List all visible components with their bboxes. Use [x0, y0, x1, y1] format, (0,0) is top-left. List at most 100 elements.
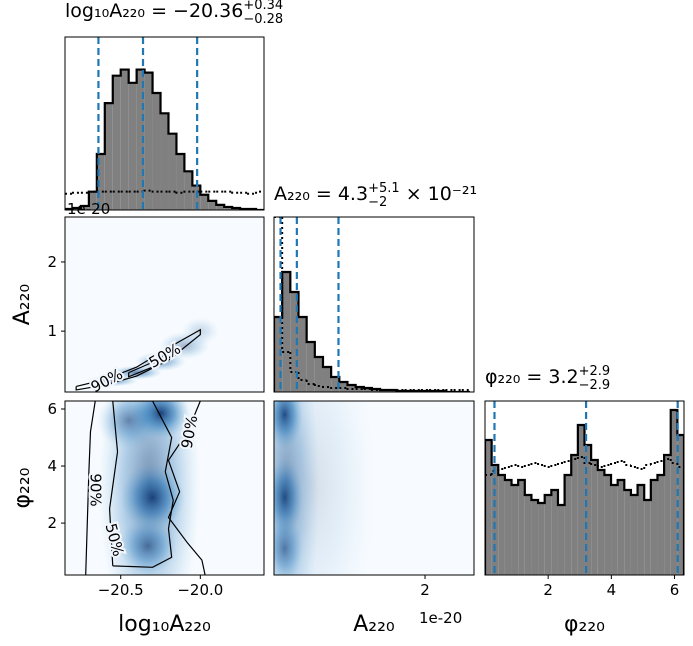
prior-step: [656, 460, 665, 463]
contour-line: [108, 401, 174, 568]
hist-bar: [88, 191, 97, 210]
prior-step: [576, 456, 585, 459]
title-sup: +5.1: [368, 181, 400, 196]
contour-label: 90%: [87, 473, 105, 506]
hist-bar: [597, 470, 605, 575]
offset-text: 1e-20: [419, 609, 462, 627]
prior-step: [623, 461, 631, 466]
hist-bar: [518, 480, 525, 575]
prior-step: [563, 460, 572, 463]
prior-step: [570, 458, 578, 461]
hist-bar: [136, 69, 145, 210]
title-main: φ₂₂₀ = 3.2: [485, 366, 579, 388]
y-tick-label: 4: [47, 457, 57, 475]
hist-bar: [557, 505, 565, 575]
contour-line: [128, 346, 178, 378]
hist-bar: [314, 357, 323, 392]
title-sup: +0.34: [243, 0, 283, 13]
prior-step: [629, 465, 638, 468]
hist-bar: [208, 200, 217, 210]
panel-frame: [64, 216, 265, 393]
prior-step: [510, 464, 519, 467]
hist-bar: [96, 154, 105, 210]
panel-frame: [484, 400, 685, 576]
x-tick-label: 6: [670, 581, 680, 599]
hist-bar: [339, 382, 348, 392]
prior-step: [346, 388, 356, 390]
y-axis-label: A₂₂₀: [10, 284, 35, 326]
hist-bar: [670, 410, 678, 575]
hist-bar: [677, 435, 684, 575]
hist-bar: [152, 92, 161, 210]
hist-bar: [160, 113, 169, 210]
prior-step: [636, 467, 645, 470]
hist-bar: [624, 490, 631, 575]
prior-step: [596, 465, 605, 468]
prior-step: [603, 464, 612, 467]
hist-bar: [331, 377, 340, 392]
prior-step: [649, 462, 658, 465]
hist-bar: [584, 445, 592, 575]
contour-line: [85, 401, 206, 575]
hist-bar: [498, 475, 505, 575]
panel: 2 A₂₂₀ 1e-20: [273, 400, 475, 637]
title-sub: −0.28: [243, 12, 283, 27]
prior-step: [663, 458, 671, 461]
y-axis-label: φ₂₂₀: [10, 467, 35, 508]
hist-bar: [538, 503, 545, 575]
prior-step: [590, 463, 598, 466]
x-axis-label: φ₂₂₀: [564, 612, 605, 637]
prior-step: [87, 190, 97, 193]
prior-step: [676, 463, 684, 468]
hist-bar: [184, 171, 193, 210]
hist-outline: [274, 270, 470, 392]
contour-line: [75, 328, 201, 391]
hist-bar: [355, 387, 364, 392]
x-tick-label: −20.5: [98, 581, 144, 599]
panel-content: [274, 217, 470, 392]
hist-bar: [200, 194, 209, 210]
hist-bar: [104, 103, 113, 210]
prior-step: [616, 460, 625, 463]
hist-bar: [224, 206, 233, 210]
prior-step: [556, 462, 565, 465]
prior-step: [305, 380, 315, 385]
prior-step: [530, 462, 539, 465]
hist-bar: [363, 388, 372, 392]
panel: 90%50% 1 2 A₂₂₀: [10, 216, 265, 393]
density-blob: [96, 401, 161, 449]
prior-step: [610, 462, 618, 465]
hist-bar: [120, 69, 129, 210]
title-sub: −2: [368, 195, 387, 210]
hist-bar: [617, 480, 625, 575]
hist-bar: [664, 455, 671, 575]
title-main: log₁₀A₂₂₀ = −20.36: [65, 0, 243, 22]
x-tick-label: 2: [543, 581, 553, 599]
prior-step: [281, 217, 291, 353]
hist-bar: [274, 317, 283, 392]
y-tick-label: 2: [47, 514, 57, 532]
prior-step: [523, 464, 532, 467]
hist-bar: [571, 455, 578, 575]
prior-step: [490, 470, 499, 475]
hist-bar: [657, 475, 665, 575]
prior-step: [537, 463, 545, 466]
title-sub: −2.9: [579, 378, 611, 393]
prior-step: [543, 465, 552, 468]
prior-step: [503, 466, 512, 469]
prior-step: [71, 191, 81, 194]
panel-content: 90%50%: [65, 217, 264, 392]
hist-bar: [611, 485, 618, 575]
panel-content: [274, 401, 474, 575]
panel-frame: [64, 36, 265, 211]
panel-content: [485, 401, 684, 575]
hist-bar: [176, 154, 185, 210]
prior-step: [151, 190, 161, 193]
panel: 90%90%50% −20.5 −20.0 2 4 6 log₁₀A₂₂₀ φ₂₂₀: [10, 400, 265, 637]
panel-title: φ₂₂₀ = 3.2+2.9 −2.9: [485, 364, 610, 393]
panel-title: log₁₀A₂₂₀ = −20.36+0.34 −0.28: [65, 0, 283, 27]
hist-bar: [80, 205, 89, 210]
hist-bar: [491, 465, 499, 575]
hist-bar: [544, 495, 552, 575]
